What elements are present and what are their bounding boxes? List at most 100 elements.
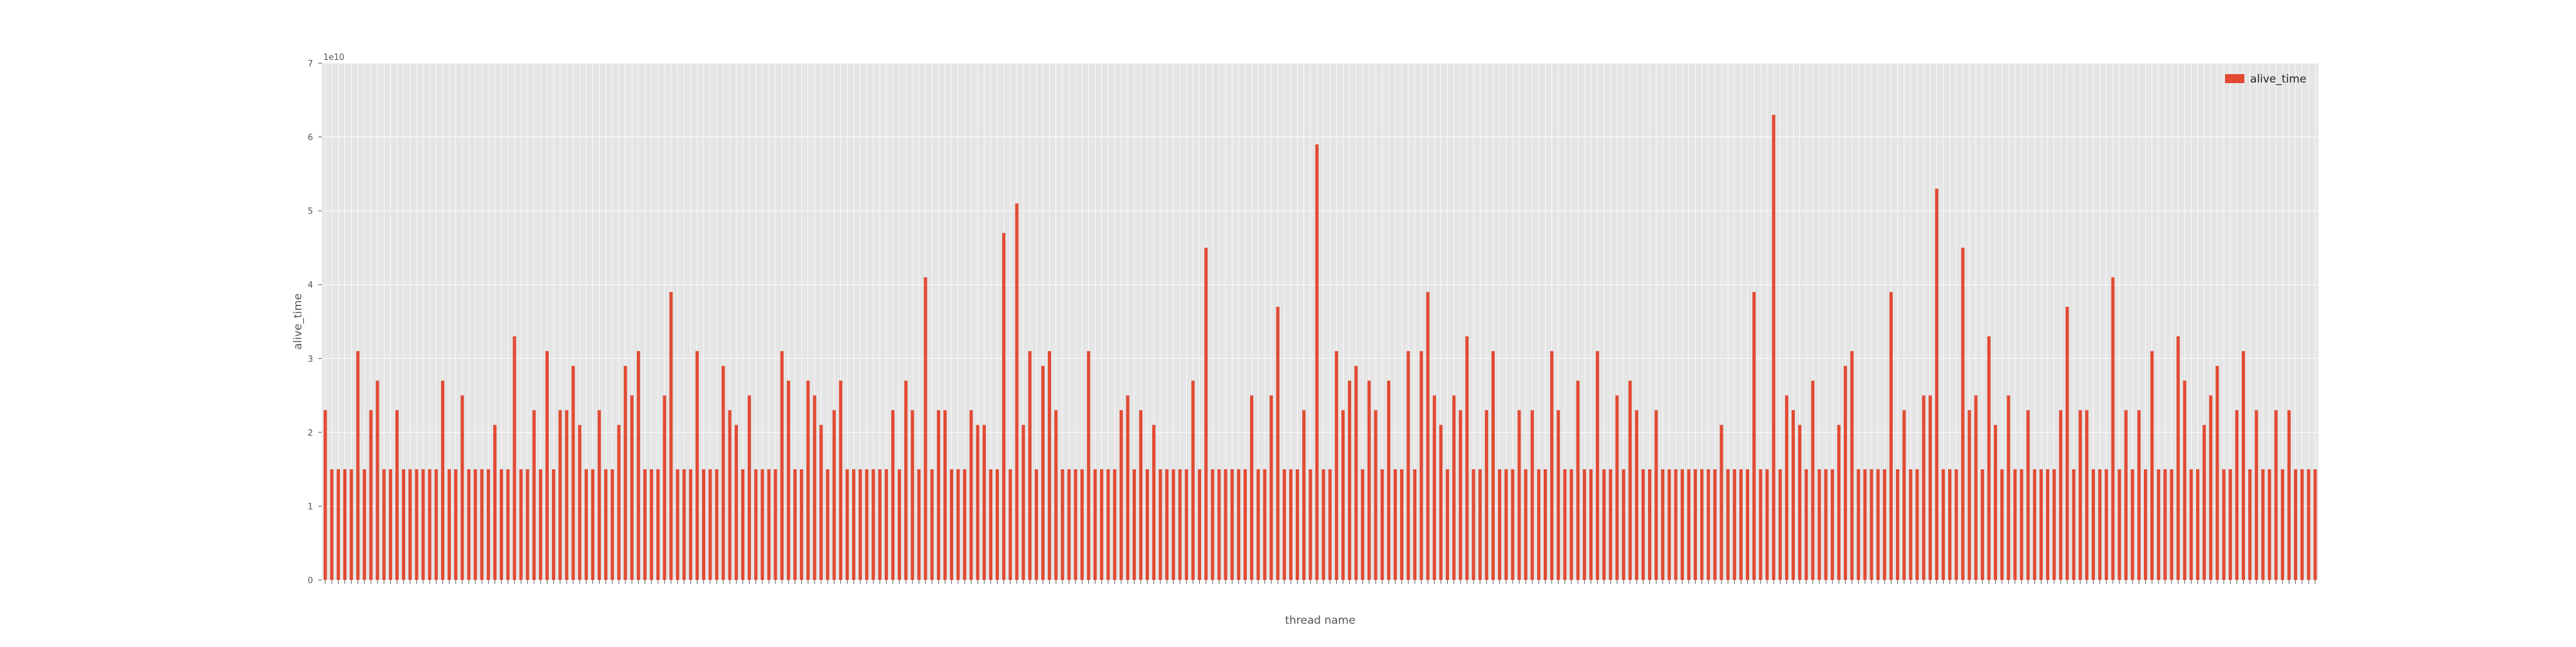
bar: [2091, 469, 2096, 580]
bar: [2072, 469, 2076, 580]
bar: [1719, 425, 1723, 580]
bar: [565, 410, 569, 580]
bar: [1550, 351, 1554, 580]
bar: [911, 410, 914, 580]
bar: [1165, 469, 1169, 580]
bar: [1061, 469, 1065, 580]
bar: [793, 469, 797, 580]
bar: [454, 469, 458, 580]
y-tick-label: 7: [308, 59, 313, 69]
bar: [845, 469, 849, 580]
bar: [1074, 469, 1077, 580]
bar: [2241, 351, 2246, 580]
bar: [1576, 380, 1580, 580]
bar: [440, 380, 444, 580]
bar: [2157, 469, 2161, 580]
bar: [330, 469, 334, 580]
bar: [2039, 469, 2043, 580]
bar: [1700, 469, 1704, 580]
bar: [1524, 469, 1528, 580]
bar: [1406, 351, 1410, 580]
bar: [708, 469, 712, 580]
bar: [1843, 365, 1848, 580]
x-axis-label: thread name: [1285, 614, 1355, 627]
bar: [1896, 469, 1900, 580]
bar: [1171, 469, 1175, 580]
bar: [1778, 469, 1782, 580]
y-tick-label: 2: [308, 429, 313, 438]
bar: [571, 365, 575, 580]
bar: [526, 469, 529, 580]
bar: [1009, 469, 1012, 580]
bar: [2215, 365, 2219, 580]
bar: [473, 469, 477, 580]
bar: [1393, 469, 1397, 580]
bar: [1648, 469, 1652, 580]
bar: [2300, 469, 2304, 580]
bar: [930, 469, 934, 580]
bar: [2137, 410, 2141, 580]
bar: [1224, 469, 1227, 580]
bar: [2098, 469, 2102, 580]
bar: [1707, 469, 1710, 580]
bar: [1589, 469, 1593, 580]
bar: [388, 469, 392, 580]
bar: [1034, 469, 1038, 580]
bar: [1537, 469, 1540, 580]
bar: [1557, 410, 1560, 580]
bar: [1772, 115, 1776, 580]
bar: [382, 469, 386, 580]
bar: [1785, 395, 1788, 580]
bar: [1902, 410, 1906, 580]
bar: [1974, 395, 1978, 580]
bar: [415, 469, 419, 580]
bar: [898, 469, 902, 580]
bar: [448, 469, 451, 580]
bar: [1139, 410, 1142, 580]
bar: [1791, 410, 1795, 580]
legend-swatch: [2225, 74, 2244, 83]
bar: [1478, 469, 1482, 580]
bar: [669, 292, 673, 580]
bar: [1882, 469, 1886, 580]
bar: [1211, 469, 1215, 580]
bar: [2085, 410, 2088, 580]
bar: [1348, 380, 1352, 580]
bar: [1948, 469, 1952, 580]
bar: [891, 410, 895, 580]
bar: [1732, 469, 1736, 580]
plot-area: [322, 63, 2318, 580]
bar: [1922, 395, 1926, 580]
bar: [1230, 469, 1234, 580]
bar: [786, 380, 790, 580]
bar: [1987, 336, 1991, 580]
bar: [1674, 469, 1678, 580]
bar: [1517, 410, 1521, 580]
bar: [1028, 351, 1032, 580]
bar: [702, 469, 706, 580]
bar: [904, 380, 908, 580]
bar: [2248, 469, 2252, 580]
bar: [434, 469, 438, 580]
bar: [1198, 469, 1202, 580]
bar: [336, 469, 340, 580]
bar: [1765, 469, 1769, 580]
bar: [1609, 469, 1613, 580]
bar: [734, 425, 738, 580]
bar: [421, 469, 425, 580]
bar: [2228, 469, 2232, 580]
bar: [1321, 469, 1325, 580]
bar: [1452, 395, 1456, 580]
bar: [1504, 469, 1508, 580]
bar: [2222, 469, 2226, 580]
x-axis-ticks: [325, 580, 2316, 584]
bar: [1615, 395, 1619, 580]
bar: [1328, 469, 1332, 580]
bar: [1857, 469, 1861, 580]
bar: [1263, 469, 1267, 580]
bar: [1152, 425, 1156, 580]
bar: [584, 469, 588, 580]
bar: [1100, 469, 1104, 580]
bar: [1967, 410, 1971, 580]
